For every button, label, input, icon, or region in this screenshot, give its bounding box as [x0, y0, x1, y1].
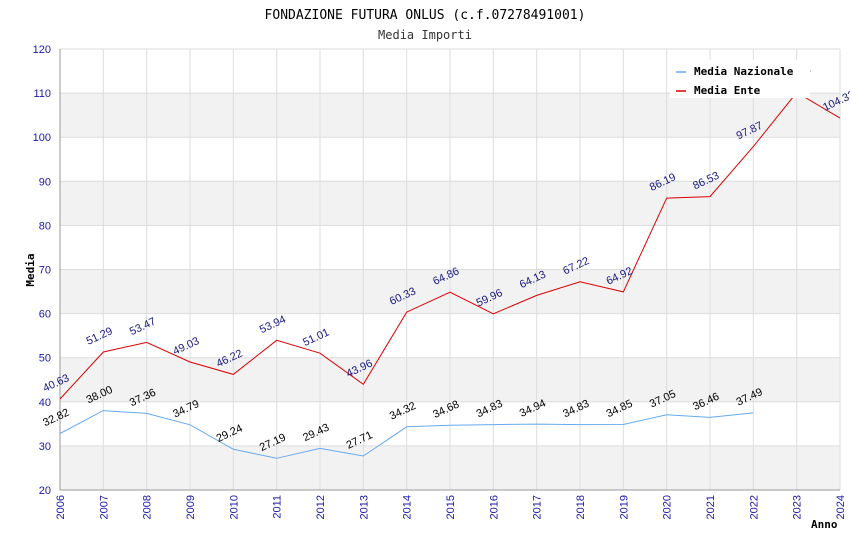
x-tick-label: 2016 [488, 495, 500, 519]
chart-title: FONDAZIONE FUTURA ONLUS (c.f.07278491001… [265, 8, 586, 23]
x-tick-label: 2013 [358, 495, 370, 519]
x-tick-label: 2017 [532, 495, 544, 519]
y-axis-ticks: 20 30 40 50 60 70 80 90 100 110 120 [33, 44, 51, 497]
x-tick-label: 2018 [575, 495, 587, 519]
y-tick-label: 60 [39, 309, 51, 321]
y-tick-label: 110 [33, 88, 51, 100]
y-tick-label: 30 [39, 441, 51, 453]
y-axis-label: Media [24, 253, 37, 286]
legend: Media Nazionale Media Ente [670, 60, 810, 98]
x-tick-label: 2023 [792, 495, 804, 519]
x-tick-label: 2022 [748, 495, 760, 519]
y-tick-label: 120 [33, 44, 51, 56]
legend-label-media-nazionale: Media Nazionale [694, 65, 794, 78]
series-line-media-ente [59, 91, 841, 400]
y-tick-label: 40 [39, 397, 51, 409]
x-tick-label: 2021 [705, 495, 717, 519]
x-axis-ticks: 2006 2007 2008 2009 2010 2011 2012 2013 2014 2015… [55, 495, 847, 519]
x-tick-label: 2015 [445, 495, 457, 519]
x-tick-label: 2019 [618, 495, 630, 519]
y-tick-label: 20 [39, 485, 51, 497]
x-tick-label: 2009 [185, 495, 197, 519]
x-tick-label: 2020 [662, 495, 674, 519]
series-lines [59, 91, 841, 459]
x-tick-label: 2007 [98, 495, 110, 519]
x-tick-label: 2008 [142, 495, 154, 519]
y-tick-label: 50 [39, 353, 51, 365]
x-tick-label: 2024 [835, 495, 847, 519]
x-axis-label: Anno [811, 518, 838, 531]
chart-subtitle: Media Importi [378, 28, 472, 42]
x-tick-label: 2011 [272, 495, 284, 519]
y-tick-label: 70 [39, 265, 51, 277]
x-tick-label: 2010 [228, 495, 240, 519]
legend-label-media-ente: Media Ente [694, 84, 761, 97]
x-tick-label: 2012 [315, 495, 327, 519]
x-tick-label: 2014 [402, 495, 414, 519]
y-tick-label: 80 [39, 220, 51, 232]
x-tick-label: 2006 [55, 495, 67, 519]
series-line-media-nazionale [59, 410, 754, 459]
y-tick-label: 90 [39, 176, 51, 188]
legend-box [670, 60, 810, 98]
axes [59, 49, 840, 491]
y-tick-label: 100 [33, 132, 51, 144]
